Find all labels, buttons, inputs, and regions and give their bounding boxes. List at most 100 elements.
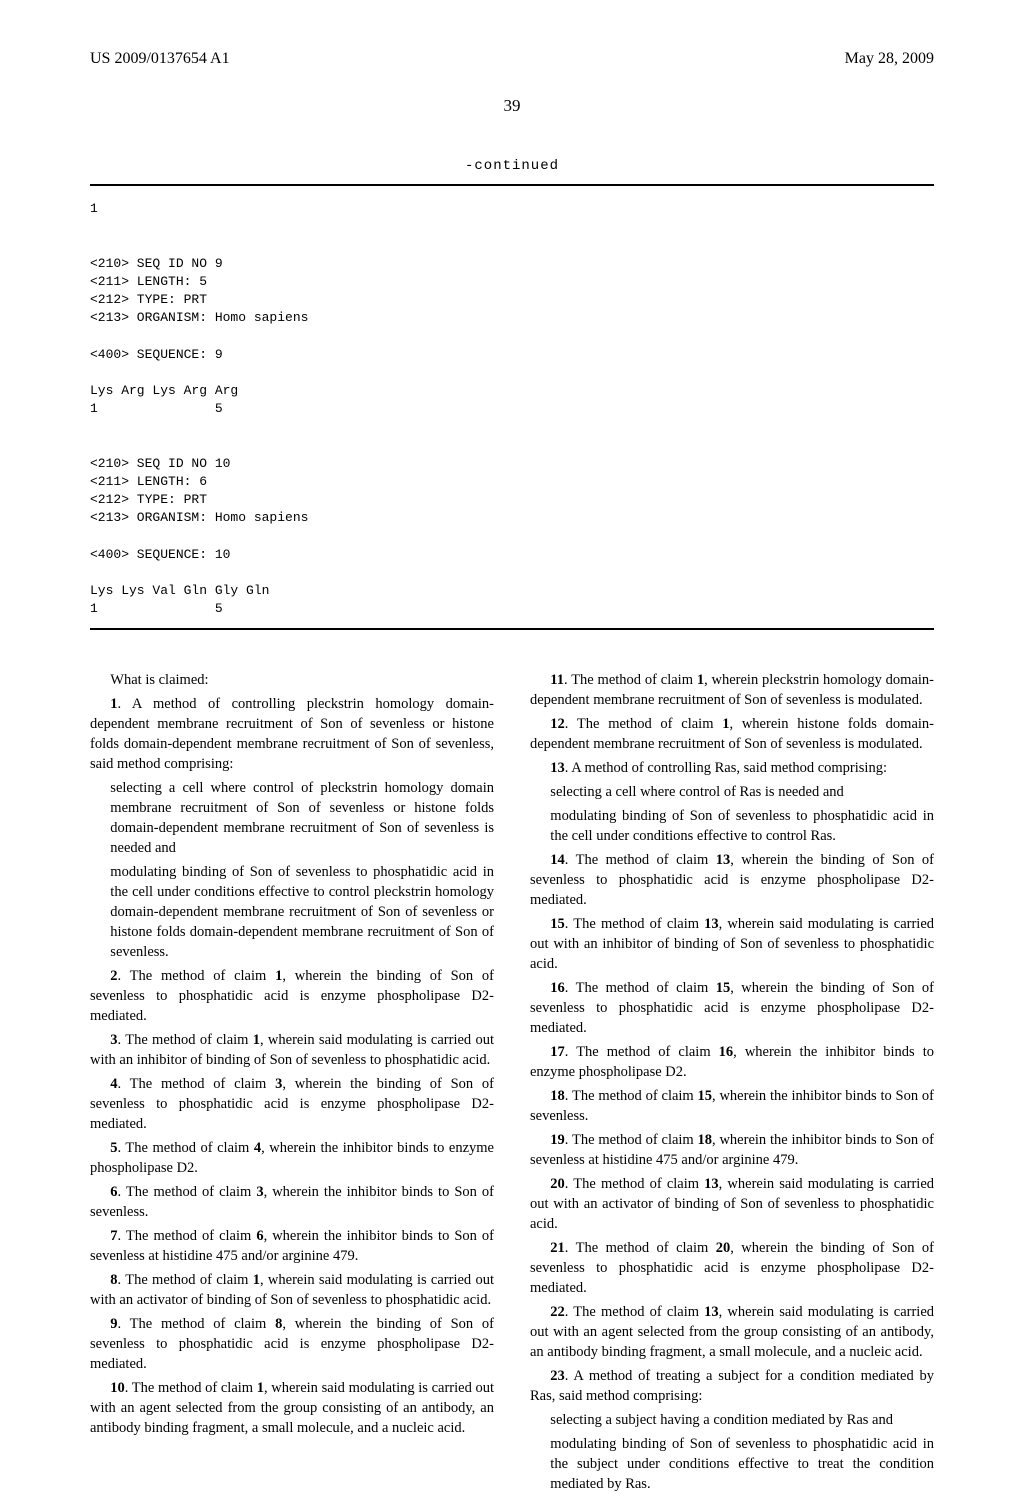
claim-1-sub-b: modulating binding of Son of sevenless t…	[110, 862, 494, 962]
claim-3: 3. The method of claim 1, wherein said m…	[90, 1030, 494, 1070]
claim-number: 18	[550, 1088, 565, 1104]
claim-13: 13. A method of controlling Ras, said me…	[530, 758, 934, 778]
claim-8: 8. The method of claim 1, wherein said m…	[90, 1270, 494, 1310]
claim-ref: 6	[256, 1228, 263, 1244]
claim-number: 2	[110, 968, 117, 984]
claim-number: 17	[550, 1044, 565, 1060]
claim-number: 6	[110, 1184, 117, 1200]
claim-14: 14. The method of claim 13, wherein the …	[530, 850, 934, 910]
claim-11: 11. The method of claim 1, wherein pleck…	[530, 670, 934, 710]
claim-number: 14	[550, 852, 565, 868]
claim-number: 15	[550, 916, 565, 932]
claim-number: 21	[550, 1240, 565, 1256]
claim-ref: 20	[716, 1240, 731, 1256]
claim-number: 23	[550, 1368, 565, 1384]
claim-18: 18. The method of claim 15, wherein the …	[530, 1086, 934, 1126]
claim-text-a: . The method of claim	[118, 1228, 257, 1244]
claim-text-a: . The method of claim	[565, 1132, 698, 1148]
claim-text-a: . The method of claim	[565, 980, 716, 996]
claim-text: . A method of treating a subject for a c…	[530, 1368, 934, 1404]
claim-1: 1. A method of controlling pleckstrin ho…	[90, 694, 494, 774]
claim-6: 6. The method of claim 3, wherein the in…	[90, 1182, 494, 1222]
claim-text-a: . The method of claim	[118, 1032, 253, 1048]
claim-text: . A method of controlling Ras, said meth…	[565, 760, 887, 776]
claim-19: 19. The method of claim 18, wherein the …	[530, 1130, 934, 1170]
claim-12: 12. The method of claim 1, wherein histo…	[530, 714, 934, 754]
claim-ref: 15	[698, 1088, 713, 1104]
claim-ref: 4	[254, 1140, 261, 1156]
claim-number: 16	[550, 980, 565, 996]
claim-13-sub-b: modulating binding of Son of sevenless t…	[550, 806, 934, 846]
claim-2: 2. The method of claim 1, wherein the bi…	[90, 966, 494, 1026]
claim-number: 10	[110, 1380, 125, 1396]
claim-4: 4. The method of claim 3, wherein the bi…	[90, 1074, 494, 1134]
sequence-listing: 1 <210> SEQ ID NO 9 <211> LENGTH: 5 <212…	[90, 184, 934, 630]
claim-number: 13	[550, 760, 565, 776]
claim-number: 20	[550, 1176, 565, 1192]
claim-text-a: . The method of claim	[125, 1380, 257, 1396]
claim-text-a: . The method of claim	[118, 1272, 253, 1288]
claim-number: 1	[110, 696, 117, 712]
claims-columns: What is claimed: 1. A method of controll…	[90, 670, 934, 1498]
claim-number: 12	[550, 716, 565, 732]
claim-1-sub-a: selecting a cell where control of plecks…	[110, 778, 494, 858]
claim-9: 9. The method of claim 8, wherein the bi…	[90, 1314, 494, 1374]
claim-text-a: . The method of claim	[565, 852, 716, 868]
claim-text-a: . The method of claim	[118, 1140, 254, 1156]
claim-number: 9	[110, 1316, 117, 1332]
claim-ref: 1	[257, 1380, 264, 1396]
claim-16: 16. The method of claim 15, wherein the …	[530, 978, 934, 1038]
claim-text-a: . The method of claim	[565, 1088, 698, 1104]
claim-text-a: . The method of claim	[564, 672, 697, 688]
claim-ref: 13	[704, 916, 719, 932]
claim-text-a: . The method of claim	[118, 1184, 257, 1200]
claim-text-a: . The method of claim	[565, 1304, 704, 1320]
claim-ref: 3	[256, 1184, 263, 1200]
claim-7: 7. The method of claim 6, wherein the in…	[90, 1226, 494, 1266]
page-number: 39	[90, 96, 934, 116]
claim-text-a: . The method of claim	[565, 1044, 719, 1060]
claim-10: 10. The method of claim 1, wherein said …	[90, 1378, 494, 1438]
column-right: 11. The method of claim 1, wherein pleck…	[530, 670, 934, 1498]
claim-ref: 13	[704, 1304, 719, 1320]
claim-23: 23. A method of treating a subject for a…	[530, 1366, 934, 1406]
claim-text-a: . The method of claim	[565, 1176, 704, 1192]
claim-ref: 1	[697, 672, 704, 688]
claim-text-a: . The method of claim	[565, 1240, 716, 1256]
claim-ref: 15	[716, 980, 731, 996]
claim-number: 8	[110, 1272, 117, 1288]
claim-text-a: . The method of claim	[565, 716, 722, 732]
claim-number: 19	[550, 1132, 565, 1148]
claim-ref: 13	[716, 852, 731, 868]
claim-ref: 16	[719, 1044, 734, 1060]
column-left: What is claimed: 1. A method of controll…	[90, 670, 494, 1498]
claim-number: 7	[110, 1228, 117, 1244]
claim-22: 22. The method of claim 13, wherein said…	[530, 1302, 934, 1362]
claim-number: 11	[550, 672, 564, 688]
claim-text-a: . The method of claim	[118, 1316, 276, 1332]
claim-20: 20. The method of claim 13, wherein said…	[530, 1174, 934, 1234]
claim-5: 5. The method of claim 4, wherein the in…	[90, 1138, 494, 1178]
claim-23-sub-b: modulating binding of Son of sevenless t…	[550, 1434, 934, 1494]
claim-number: 5	[110, 1140, 117, 1156]
claim-21: 21. The method of claim 20, wherein the …	[530, 1238, 934, 1298]
page-header: US 2009/0137654 A1 May 28, 2009	[90, 50, 934, 68]
claim-text: . A method of controlling pleckstrin hom…	[90, 696, 494, 772]
claim-number: 4	[110, 1076, 117, 1092]
continued-label: -continued	[90, 158, 934, 174]
claim-number: 3	[110, 1032, 117, 1048]
publication-date: May 28, 2009	[845, 50, 934, 68]
claim-text-a: . The method of claim	[118, 968, 276, 984]
claim-number: 22	[550, 1304, 565, 1320]
claim-ref: 1	[253, 1272, 260, 1288]
claim-text-a: . The method of claim	[565, 916, 704, 932]
claim-ref: 13	[704, 1176, 719, 1192]
claim-23-sub-a: selecting a subject having a condition m…	[550, 1410, 934, 1430]
publication-number: US 2009/0137654 A1	[90, 50, 230, 68]
claim-ref: 18	[698, 1132, 713, 1148]
claim-ref: 1	[253, 1032, 260, 1048]
claims-lead: What is claimed:	[90, 670, 494, 690]
claim-text-a: . The method of claim	[118, 1076, 276, 1092]
claim-17: 17. The method of claim 16, wherein the …	[530, 1042, 934, 1082]
claim-13-sub-a: selecting a cell where control of Ras is…	[550, 782, 934, 802]
